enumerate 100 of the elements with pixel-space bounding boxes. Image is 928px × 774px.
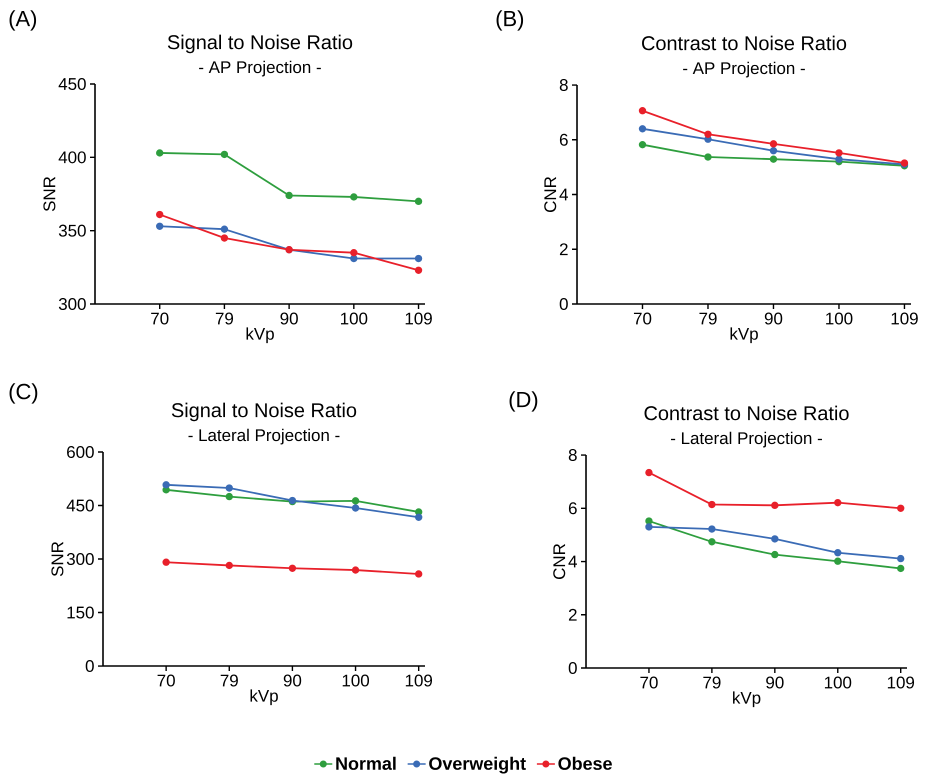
point — [770, 147, 778, 154]
text: (A) — [10, 10, 36, 31]
legend-label: Overweight — [429, 756, 526, 774]
y-tick-label: 300 — [58, 298, 86, 310]
point — [704, 153, 712, 161]
y-axis-title: SNR — [51, 542, 64, 576]
y-tick-label: 8 — [568, 449, 577, 462]
y-tick-label: 150 — [68, 606, 94, 619]
x-tick-label: 70 — [158, 674, 175, 687]
point — [220, 226, 228, 233]
point — [897, 554, 904, 562]
chart-title: Contrast to Noise Ratio — [642, 36, 846, 50]
point — [638, 141, 646, 148]
chart-subtitle: - Lateral Projection - — [671, 432, 822, 448]
point — [708, 500, 716, 508]
point — [162, 558, 170, 566]
point — [288, 564, 296, 572]
point — [638, 125, 646, 132]
y-tick-label: 300 — [66, 553, 94, 566]
point — [226, 492, 233, 500]
x-axis-title: kVp — [250, 689, 278, 706]
y-tick-label: 2 — [568, 608, 577, 621]
point — [897, 564, 904, 572]
point — [352, 566, 360, 574]
x-axis-title: kVp — [733, 691, 760, 708]
text: (B) — [496, 10, 524, 31]
x-tick-label: 79 — [216, 312, 234, 325]
x-tick-label: 70 — [634, 312, 652, 325]
x-tick-label: 90 — [284, 674, 302, 687]
y-tick-label: 0 — [86, 660, 94, 672]
chart-subtitle: - Lateral Projection - — [188, 428, 340, 445]
chart-subtitle: - AP Projection - — [683, 62, 805, 78]
y-tick-label: 6 — [560, 134, 568, 146]
point — [156, 222, 164, 230]
x-tick-label: 90 — [280, 312, 298, 325]
legend-label: Obese — [558, 756, 612, 770]
point — [220, 234, 228, 242]
point — [414, 570, 422, 578]
point — [285, 192, 293, 200]
y-tick-label: 6 — [568, 502, 577, 514]
y-tick-label: 4 — [568, 556, 577, 568]
point — [835, 156, 843, 163]
x-tick-label: 109 — [406, 312, 432, 325]
x-tick-label: 79 — [703, 676, 721, 689]
y-tick-label: 4 — [559, 188, 568, 200]
y-tick-label: 8 — [560, 79, 568, 92]
point — [352, 497, 360, 505]
point — [771, 535, 779, 543]
x-tick-label: 109 — [406, 674, 432, 687]
point — [835, 149, 843, 157]
y-axis-title: CNR — [544, 176, 556, 212]
point — [770, 156, 778, 163]
point — [897, 504, 904, 512]
legend-label: Normal — [336, 756, 396, 770]
y-tick-label: 450 — [58, 78, 86, 90]
y-tick-label: 350 — [58, 224, 86, 237]
text: (C) — [10, 383, 38, 404]
y-tick-label: 450 — [66, 500, 94, 512]
y-axis-title: SNR — [43, 176, 56, 212]
y-tick-label: 0 — [560, 298, 568, 310]
x-tick-label: 100 — [826, 312, 852, 325]
x-axis-title: kVp — [246, 327, 274, 344]
x-tick-label: 109 — [888, 676, 914, 689]
x-tick-label: 100 — [340, 312, 368, 325]
point — [414, 514, 422, 521]
x-tick-label: 100 — [824, 676, 852, 689]
point — [770, 140, 778, 148]
point — [834, 549, 842, 556]
point — [708, 525, 716, 533]
point — [645, 468, 653, 476]
point — [350, 254, 358, 262]
point — [220, 150, 228, 158]
x-tick-label: 79 — [699, 312, 717, 325]
y-tick-label: 600 — [67, 446, 94, 458]
x-tick-label: 70 — [151, 312, 168, 325]
x-tick-label: 90 — [766, 676, 784, 689]
chart-title: Contrast to Noise Ratio — [644, 406, 849, 420]
x-tick-label: 79 — [220, 674, 238, 687]
point — [162, 481, 170, 489]
point — [350, 193, 358, 201]
point — [704, 130, 712, 138]
chart-title: Signal to Noise Ratio — [168, 34, 352, 54]
point — [352, 504, 360, 512]
chart-subtitle: - AP Projection - — [199, 60, 321, 77]
point — [414, 266, 422, 274]
point — [834, 558, 842, 565]
chart-title: Signal to Noise Ratio — [172, 402, 356, 422]
x-axis-title: kVp — [730, 327, 758, 344]
point — [156, 210, 164, 218]
x-tick-label: 70 — [640, 676, 658, 689]
y-tick-label: 400 — [58, 151, 86, 164]
point — [226, 562, 233, 570]
x-tick-label: 90 — [764, 312, 782, 325]
y-tick-label: 0 — [568, 662, 577, 674]
point — [771, 502, 779, 510]
point — [156, 149, 164, 157]
y-axis-title: CNR — [553, 544, 566, 579]
text: (D) — [510, 391, 538, 412]
point — [226, 484, 233, 492]
x-tick-label: 109 — [892, 312, 918, 325]
